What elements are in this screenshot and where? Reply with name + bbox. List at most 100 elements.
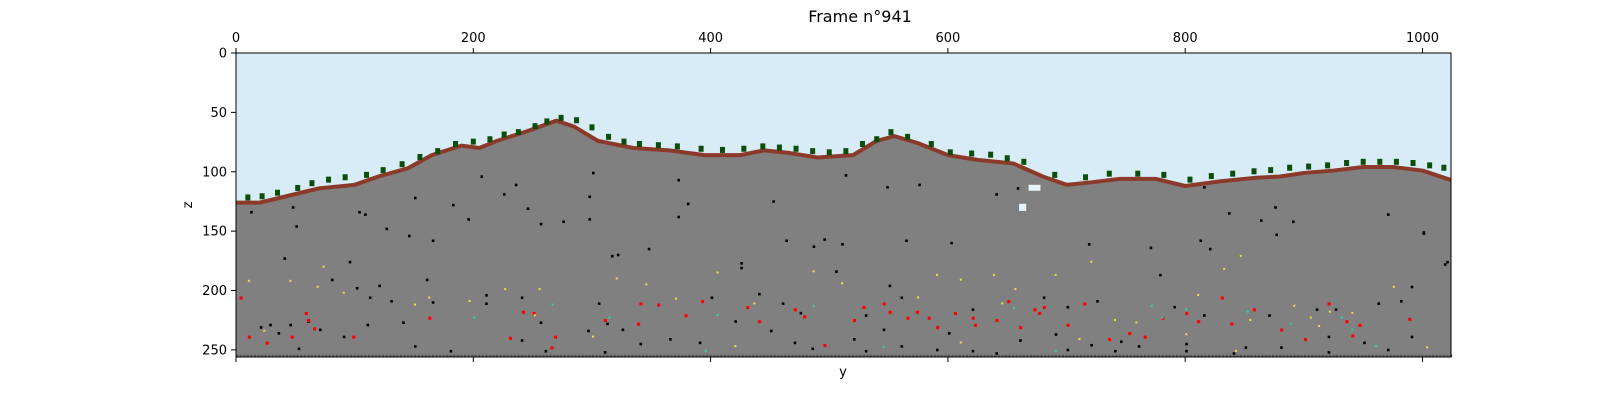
bedrock-speckle: [1168, 354, 1171, 357]
cave-pixel: [348, 260, 352, 264]
bedrock-speckle: [282, 354, 285, 357]
bedrock-speckle: [1122, 354, 1125, 357]
bedrock-speckle: [1019, 354, 1022, 357]
cave-pixel: [758, 292, 761, 296]
cave-pixel: [1363, 341, 1366, 345]
bedrock-speckle: [257, 354, 260, 357]
bedrock-speckle: [951, 354, 954, 357]
cave-pixel: [1087, 243, 1091, 246]
ore-red-pixel: [521, 310, 526, 314]
cave-pixel: [413, 196, 417, 200]
bedrock-speckle: [307, 354, 310, 357]
bedrock-speckle: [1161, 354, 1164, 357]
cave-pixel: [606, 322, 609, 326]
bedrock-speckle: [1421, 354, 1424, 357]
bedrock-speckle: [766, 354, 769, 357]
ore-red-pixel: [603, 319, 607, 323]
bedrock-speckle: [517, 354, 520, 357]
bedrock-speckle: [1136, 354, 1139, 357]
x-tick-label: 400: [698, 31, 723, 46]
bedrock-speckle: [737, 354, 741, 357]
tree: [674, 143, 680, 150]
ore-yellow-pixel: [1351, 311, 1354, 314]
bedrock-speckle: [1229, 354, 1232, 357]
cave-pixel: [1066, 305, 1070, 309]
bedrock-speckle: [385, 354, 388, 357]
bedrock-speckle: [1211, 354, 1214, 357]
bedrock-speckle: [720, 354, 723, 357]
bedrock-speckle: [716, 354, 719, 357]
tree: [326, 176, 332, 183]
bedrock-speckle: [905, 354, 908, 357]
bedrock-speckle: [955, 354, 958, 357]
cave-pixel: [402, 321, 405, 324]
tree: [295, 184, 301, 191]
y-axis-ticks: 0 50 100 150 200 250: [202, 47, 236, 358]
bedrock-speckle: [1214, 354, 1218, 357]
tree: [810, 148, 816, 155]
bedrock-speckle: [1143, 354, 1147, 357]
bedrock-speckle: [994, 354, 997, 357]
bedrock-speckle: [1442, 354, 1446, 357]
bedrock-speckle: [1407, 354, 1410, 357]
cave-pixel: [378, 284, 381, 288]
bedrock-speckle: [777, 354, 780, 357]
cave-pixel: [841, 243, 844, 246]
bedrock-speckle: [321, 354, 324, 357]
ore-red-pixel: [1033, 308, 1037, 312]
bedrock-speckle: [908, 354, 912, 357]
bedrock-speckle: [378, 354, 381, 357]
ore-yellow-pixel: [1239, 254, 1242, 257]
bedrock-speckle: [1044, 354, 1047, 357]
bedrock-speckle: [236, 354, 239, 357]
bedrock-speckle: [271, 354, 274, 357]
ore-cyan-pixel: [608, 316, 611, 319]
cave-pixel: [844, 174, 848, 177]
ore-yellow-pixel: [1090, 260, 1093, 263]
bedrock-speckle: [456, 354, 460, 357]
ore-red-pixel: [1303, 338, 1307, 342]
x-tick-label: 0: [232, 31, 240, 46]
bedrock-speckle: [944, 354, 947, 357]
bedrock-speckle: [784, 354, 787, 357]
bedrock-speckle: [1083, 354, 1086, 357]
cave-pixel: [1119, 340, 1123, 343]
cave-pixel: [485, 294, 488, 297]
tree: [1187, 176, 1193, 183]
bedrock-speckle: [492, 354, 495, 357]
ore-cyan-pixel: [1013, 307, 1016, 310]
ore-cyan-pixel: [812, 304, 815, 307]
tree: [719, 146, 725, 153]
cave-pixel: [740, 266, 743, 270]
bedrock-speckle: [791, 354, 794, 357]
ore-red-pixel: [265, 341, 269, 345]
cave-pixel: [368, 296, 372, 300]
cave-pixel: [769, 329, 773, 333]
ore-yellow-pixel: [734, 345, 737, 348]
ore-yellow-pixel: [959, 278, 962, 281]
ore-yellow-pixel: [1392, 285, 1395, 288]
bedrock-speckle: [588, 354, 591, 357]
cave-pixel: [995, 352, 998, 355]
cave-pixel: [1327, 335, 1331, 339]
ore-red-pixel: [1408, 317, 1412, 321]
ore-yellow-pixel: [1426, 346, 1429, 349]
ore-yellow-pixel: [1014, 288, 1017, 291]
bedrock-speckle: [559, 354, 563, 357]
bedrock-speckle: [663, 354, 666, 357]
bedrock-speckle: [987, 354, 990, 357]
bedrock-speckle: [567, 354, 570, 357]
cave-pixel: [1096, 300, 1099, 303]
bedrock-speckle: [357, 354, 360, 357]
cave-pixel: [588, 218, 592, 221]
cave-pixel: [835, 270, 838, 273]
cave-pixel: [1054, 333, 1058, 336]
cave-pixel: [366, 323, 370, 327]
bedrock-speckle: [1346, 354, 1349, 357]
bedrock-speckle: [1335, 354, 1339, 357]
ore-red-pixel: [1351, 334, 1355, 338]
bedrock-speckle: [773, 354, 776, 357]
bedrock-speckle: [349, 354, 353, 357]
bedrock-speckle: [1072, 354, 1075, 357]
bedrock-speckle: [1015, 354, 1018, 357]
